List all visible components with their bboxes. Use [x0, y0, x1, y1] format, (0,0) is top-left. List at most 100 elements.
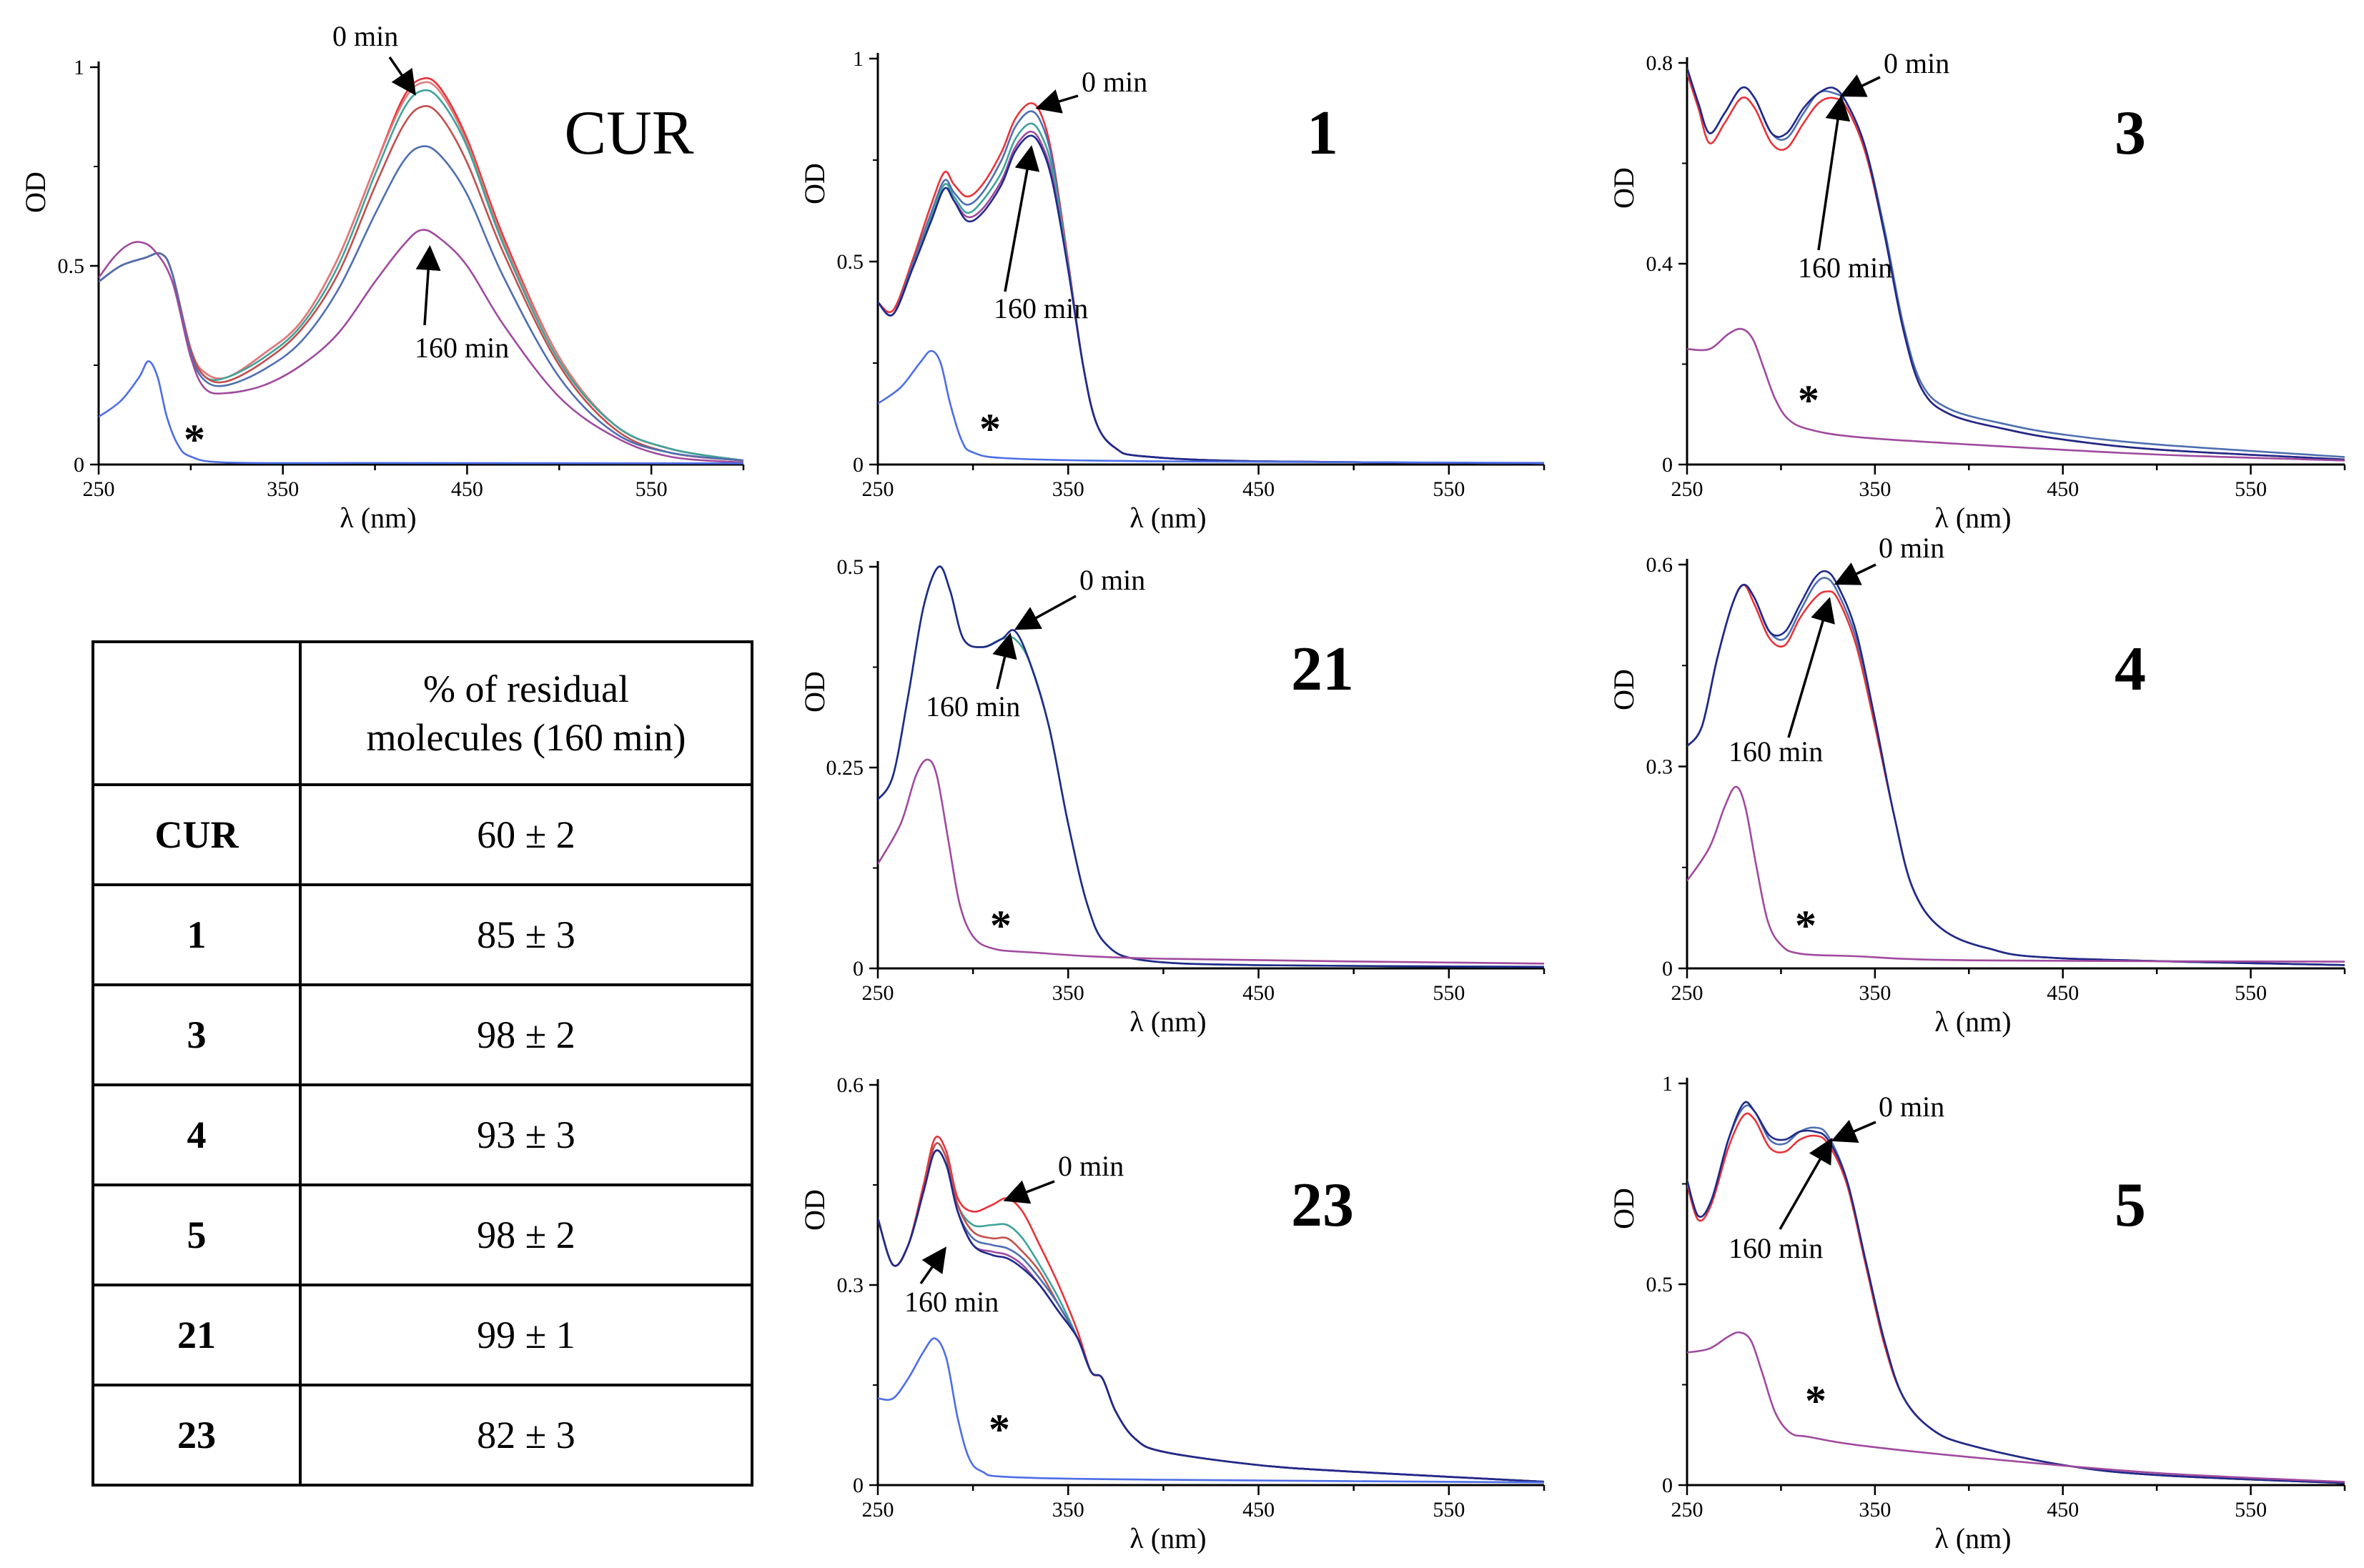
y-tick-label: 0.5 [1646, 1273, 1673, 1296]
annotation-marker: * [1795, 902, 1816, 949]
x-axis-label: λ (nm) [1129, 502, 1206, 534]
x-tick-label: 450 [2047, 981, 2079, 1005]
annotation-marker: * [989, 1406, 1010, 1453]
table-cell-compound: CUR [92, 783, 302, 886]
annotation-start: 0 min [1079, 564, 1145, 596]
series-line-1-1 [878, 110, 1544, 465]
table-row: 5 98 ± 2 [92, 1184, 753, 1286]
series-line-CUR-4 [99, 145, 743, 462]
x-tick-label: 450 [2047, 477, 2079, 501]
series-line-21-1 [878, 565, 1544, 968]
annotation-end-arrow [415, 245, 441, 326]
series-line-1-5 [878, 349, 1544, 464]
table-cell-residual: 98 ± 2 [299, 1184, 753, 1286]
panel-title: 1 [1307, 99, 1338, 168]
series-line-1-4 [878, 134, 1544, 465]
y-tick-label: 0.6 [837, 1073, 864, 1097]
table-cell-residual: 85 ± 3 [299, 883, 753, 986]
series-line-21-0 [878, 565, 1544, 968]
x-tick-label: 550 [2235, 1498, 2267, 1522]
x-tick-label: 350 [267, 477, 299, 501]
table-row: 3 98 ± 2 [92, 983, 753, 1086]
annotation-start-arrow [1831, 1119, 1876, 1143]
x-tick-label: 550 [1433, 981, 1465, 1005]
y-tick-label: 0.5 [58, 254, 85, 278]
table-cell-residual: 93 ± 3 [299, 1083, 753, 1186]
x-tick-label: 550 [1433, 477, 1465, 501]
x-tick-label: 350 [1859, 1498, 1891, 1522]
annotation-end: 160 min [994, 292, 1088, 324]
series-line-3-2 [1687, 67, 2345, 461]
x-tick-label: 450 [1242, 981, 1275, 1005]
x-tick-label: 350 [1859, 477, 1891, 501]
y-axis-label: OD [1608, 669, 1640, 710]
chart-panel-5: 250 350 450 550 0 0.5 1 λ (nm) OD 5 0 min 160 min * [1608, 1072, 2346, 1554]
y-tick-label: 0.3 [1646, 755, 1673, 779]
annotation-end: 160 min [926, 690, 1020, 723]
annotation-start-arrow [1014, 595, 1077, 630]
chart-panel-CUR: 250 350 450 550 0 0.5 1 λ (nm) OD CUR 0 min 160 min… [19, 20, 745, 534]
annotation-start: 0 min [1082, 66, 1147, 98]
table-cell-compound: 3 [92, 983, 302, 1086]
x-tick-label: 250 [83, 477, 115, 501]
y-tick-label: 0.6 [1646, 553, 1673, 577]
x-tick-label: 550 [2235, 477, 2267, 501]
x-tick-label: 350 [1052, 1498, 1084, 1522]
y-tick-label: 0.25 [826, 756, 864, 780]
x-tick-label: 250 [862, 477, 894, 501]
results-table: % of residual molecules (160 min) CUR 60 ±… [92, 640, 753, 1487]
panel-title: 23 [1291, 1171, 1354, 1240]
x-tick-label: 450 [451, 477, 483, 501]
y-tick-label: 0 [1662, 453, 1673, 477]
x-tick-label: 550 [635, 477, 668, 501]
table-cell-compound: 5 [92, 1184, 302, 1286]
table-row: CUR 60 ± 2 [92, 783, 753, 886]
table-row: 21 99 ± 1 [92, 1284, 753, 1386]
annotation-end-arrow [1779, 1137, 1833, 1230]
annotation-marker: * [1798, 377, 1819, 424]
y-tick-label: 0 [853, 453, 864, 477]
series-line-4-3 [1687, 785, 2345, 963]
table-cell-compound: 1 [92, 883, 302, 986]
y-axis-label: OD [19, 172, 51, 213]
annotation-end: 160 min [1729, 1232, 1823, 1264]
x-axis-label: λ (nm) [1934, 502, 2011, 534]
x-tick-label: 350 [1052, 981, 1084, 1005]
x-tick-label: 250 [1671, 981, 1703, 1005]
x-axis-label: λ (nm) [1934, 1522, 2011, 1554]
annotation-end-arrow [919, 1246, 946, 1284]
y-tick-label: 1 [1662, 1072, 1673, 1096]
x-tick-label: 550 [2235, 981, 2267, 1005]
header-line-2: molecules (160 min) [366, 716, 686, 759]
table-cell-residual: 99 ± 1 [299, 1284, 753, 1386]
series-line-1-2 [878, 122, 1544, 465]
x-tick-label: 250 [1671, 1498, 1703, 1522]
y-tick-label: 0.4 [1646, 252, 1673, 276]
y-tick-label: 0 [1662, 1474, 1673, 1497]
panel-title: CUR [565, 99, 694, 168]
series-line-23-6 [878, 1337, 1544, 1484]
annotation-end-arrow [1004, 145, 1040, 292]
y-axis-label: OD [798, 163, 831, 204]
panel-title: 4 [2115, 635, 2146, 704]
y-tick-label: 0 [853, 957, 864, 981]
x-tick-label: 450 [2047, 1498, 2079, 1522]
y-axis-label: OD [1608, 167, 1640, 209]
x-axis-label: λ (nm) [1129, 1522, 1206, 1554]
table-row: 1 85 ± 3 [92, 883, 753, 986]
series-line-5-3 [1687, 1331, 2345, 1483]
table-header-row: % of residual molecules (160 min) [92, 640, 753, 786]
annotation-end: 160 min [904, 1286, 999, 1318]
table-body: CUR 60 ± 2 1 85 ± 3 3 98 ± 2 4 93 ± 3 5 98 ± 2 21 9… [92, 783, 753, 1487]
y-tick-label: 1 [853, 47, 864, 71]
x-tick-label: 350 [1052, 477, 1084, 501]
annotation-end-arrow [992, 632, 1017, 690]
annotation-start-arrow [1035, 89, 1079, 114]
annotation-start-arrow [388, 56, 416, 96]
annotation-end-arrow [1787, 597, 1835, 738]
y-axis-label: OD [1608, 1188, 1640, 1229]
y-tick-label: 0.8 [1646, 51, 1673, 75]
x-axis-label: λ (nm) [1129, 1006, 1206, 1038]
annotation-end-arrow [1817, 95, 1851, 251]
